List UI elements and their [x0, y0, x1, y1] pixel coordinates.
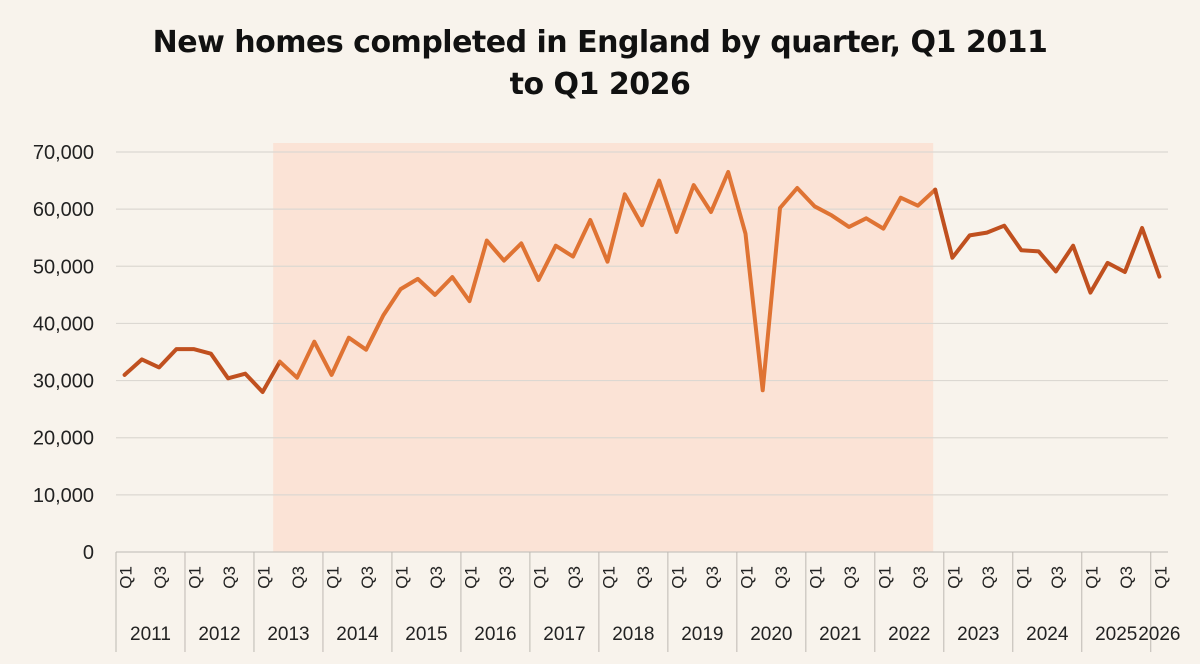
x-tick-label: Q3: [841, 566, 860, 589]
x-tick-label: Q1: [806, 566, 825, 589]
x-tick-label: Q3: [1117, 566, 1136, 589]
x-tick-label: Q1: [462, 566, 481, 589]
x-tick-label: Q1: [117, 566, 136, 589]
y-tick-label: 30,000: [33, 371, 94, 393]
year-label: 2016: [474, 624, 516, 645]
x-tick-label: Q3: [151, 566, 170, 589]
x-tick-label: Q1: [944, 566, 963, 589]
year-label: 2020: [750, 624, 792, 645]
series-line: [122, 170, 1162, 394]
year-label: 2017: [543, 624, 585, 645]
year-label: 2021: [819, 624, 861, 645]
x-tick-label: Q3: [358, 566, 377, 589]
year-label: 2022: [888, 624, 930, 645]
year-label: 2012: [198, 624, 240, 645]
y-tick-label: 50,000: [33, 256, 94, 278]
x-tick-label: Q3: [979, 566, 998, 589]
x-tick-label: Q1: [1013, 566, 1032, 589]
year-label: 2011: [130, 624, 171, 645]
year-label: 2015: [405, 624, 447, 645]
y-tick-label: 0: [83, 542, 94, 564]
year-label: 2018: [612, 624, 654, 645]
y-axis-ticks: 0 10,000 20,000 30,000 40,000 50,000 60,000 70,…: [33, 142, 94, 564]
chart-title-line-1: New homes completed in England by quarte…: [152, 25, 1048, 60]
x-tick-label: Q1: [324, 566, 343, 589]
x-tick-label: Q1: [600, 566, 619, 589]
gridlines: [116, 151, 1168, 553]
x-tick-label: Q3: [910, 566, 929, 589]
y-tick-label: 20,000: [33, 428, 94, 450]
year-label: 2024: [1026, 624, 1069, 645]
x-tick-label: Q1: [186, 566, 205, 589]
x-tick-label: Q1: [1151, 566, 1170, 589]
y-tick-label: 60,000: [33, 199, 94, 221]
x-axis: Q1 Q3 Q1 Q3 Q1 Q3 Q1 Q3 Q1 Q3 Q1 Q3 Q1 Q3 Q1 Q3 Q1 Q3 Q1 Q3…: [115, 552, 1181, 652]
series-line-before-band: [122, 347, 282, 394]
x-tick-label: Q3: [220, 566, 239, 589]
x-tick-label: Q1: [668, 566, 687, 589]
highlight-band-layer: [273, 143, 934, 552]
x-tick-label: Q3: [427, 566, 446, 589]
x-tick-label: Q3: [634, 566, 653, 589]
series-line-after-band: [933, 187, 1162, 295]
year-label: 2013: [267, 624, 309, 645]
x-tick-label: Q1: [531, 566, 550, 589]
y-tick-label: 70,000: [33, 142, 94, 164]
x-tick-label: Q3: [772, 566, 791, 589]
x-tick-label: Q1: [255, 566, 274, 589]
x-tick-label: Q3: [289, 566, 308, 589]
series-line-during-band: [277, 170, 938, 393]
x-tick-label: Q3: [1048, 566, 1067, 589]
x-tick-label: Q1: [875, 566, 894, 589]
x-tick-label: Q1: [393, 566, 412, 589]
chart-title-line-2: to Q1 2026: [509, 67, 691, 102]
x-tick-label: Q1: [737, 566, 756, 589]
chart-title: New homes completed in England by quarte…: [0, 22, 1200, 106]
x-tick-label: Q3: [565, 566, 584, 589]
x-tick-label: Q3: [703, 566, 722, 589]
year-label: 2025: [1095, 624, 1137, 645]
y-tick-label: 10,000: [33, 485, 94, 507]
x-tick-label: Q1: [1082, 566, 1101, 589]
year-label: 2026: [1138, 624, 1180, 645]
y-tick-label: 40,000: [33, 313, 94, 335]
highlight-band: [273, 143, 934, 552]
year-label: 2019: [681, 624, 723, 645]
year-label: 2023: [957, 624, 999, 645]
x-tick-label: Q3: [496, 566, 515, 589]
year-label: 2014: [336, 624, 379, 645]
